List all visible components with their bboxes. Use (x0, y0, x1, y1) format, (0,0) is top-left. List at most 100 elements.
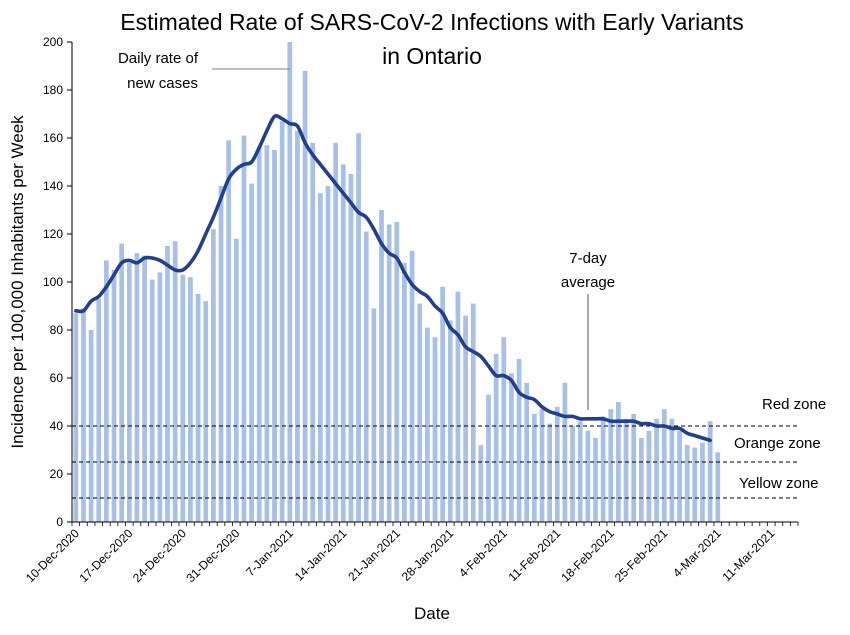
bar (226, 140, 232, 522)
x-tick-label: 24-Dec-2020 (130, 526, 189, 585)
bar (111, 270, 117, 522)
bar (394, 222, 400, 522)
chart-title-line2: in Ontario (382, 43, 482, 69)
x-tick-label: 17-Dec-2020 (76, 526, 135, 585)
zone-label-yellow: Yellow zone (739, 475, 819, 492)
x-tick-label: 25-Feb-2021 (612, 526, 671, 585)
chart-title-line1: Estimated Rate of SARS-CoV-2 Infections … (120, 9, 743, 35)
bar (432, 337, 438, 522)
bar (470, 303, 476, 522)
annotation-daily-line2: new cases (127, 75, 198, 92)
x-tick-label: 21-Jan-2021 (345, 526, 403, 584)
bar (279, 121, 285, 522)
zone-label-red: Red zone (762, 396, 826, 413)
x-tick-label: 11-Feb-2021 (506, 526, 564, 584)
bar (669, 418, 675, 522)
bar (524, 382, 530, 522)
bar (379, 210, 384, 522)
bar (631, 414, 637, 522)
bar (96, 298, 102, 522)
bar (463, 315, 468, 522)
bar (455, 291, 461, 522)
x-tick-label: 31-Dec-2020 (183, 526, 242, 585)
bar (348, 174, 354, 522)
bar (570, 426, 575, 522)
bar (440, 286, 446, 522)
bar (638, 438, 644, 522)
bar (509, 373, 514, 522)
bar (677, 430, 682, 522)
bar (256, 147, 262, 522)
y-tick-label: 100 (43, 275, 63, 289)
bar (402, 262, 407, 522)
annotation-daily-line1: Daily rate of (118, 50, 199, 67)
bar (516, 358, 522, 522)
bar (104, 260, 109, 522)
bar (707, 421, 713, 522)
x-tick-label: 7-Jan-2021 (243, 526, 296, 579)
bar (333, 142, 339, 523)
x-tick-label: 10-Dec-2020 (23, 526, 82, 585)
annotation-average-line1: 7-day (569, 250, 607, 267)
bar (646, 430, 652, 522)
annotation-average-line2: average (561, 274, 615, 291)
bar (700, 442, 705, 522)
y-tick-label: 40 (50, 419, 64, 433)
zones-layer (72, 425, 798, 499)
bar (188, 277, 193, 522)
bar (600, 416, 606, 522)
bar (119, 243, 125, 522)
bar (249, 183, 254, 522)
y-tick-label: 80 (50, 323, 64, 337)
x-tick-label: 14-Jan-2021 (292, 526, 350, 584)
bar (81, 308, 86, 522)
bar (73, 313, 79, 522)
x-tick-label: 28-Jan-2021 (399, 526, 457, 584)
bar (593, 438, 598, 522)
bar (417, 303, 423, 522)
bar (88, 330, 94, 522)
bar (478, 445, 484, 522)
bar (218, 186, 224, 522)
bar (172, 241, 178, 522)
bar (356, 133, 361, 522)
zone-label-orange: Orange zone (734, 435, 821, 452)
line-layer (74, 113, 712, 443)
bar (157, 272, 163, 522)
bar (547, 423, 552, 522)
bar (195, 294, 201, 522)
bar (241, 135, 247, 522)
y-tick-label: 200 (43, 35, 63, 49)
bar (318, 193, 323, 522)
bar (180, 274, 186, 522)
bar (363, 231, 369, 522)
bar (233, 238, 239, 523)
bar (310, 142, 316, 523)
bars-layer (73, 42, 721, 523)
x-tick-label: 4-Mar-2021 (670, 526, 724, 580)
bar (608, 409, 614, 522)
bar (371, 308, 377, 522)
bar (531, 414, 537, 522)
bar (684, 445, 690, 522)
x-axis-title: Date (414, 604, 450, 623)
bar (585, 430, 591, 522)
bar (142, 255, 147, 522)
bar (409, 250, 415, 523)
bar (447, 320, 453, 522)
x-tick-label: 18-Feb-2021 (558, 526, 617, 585)
bar (715, 452, 721, 522)
bar (325, 186, 331, 522)
bar (539, 409, 545, 522)
x-tick-label: 11-Mar-2021 (720, 526, 778, 584)
bar (493, 354, 499, 522)
bar (203, 301, 209, 522)
bar (264, 145, 270, 522)
y-tick-label: 160 (43, 131, 63, 145)
bar (654, 418, 659, 522)
bar (623, 418, 629, 522)
bar (134, 253, 140, 522)
bar (149, 279, 155, 522)
bar (562, 382, 568, 522)
y-tick-label: 120 (43, 227, 63, 241)
